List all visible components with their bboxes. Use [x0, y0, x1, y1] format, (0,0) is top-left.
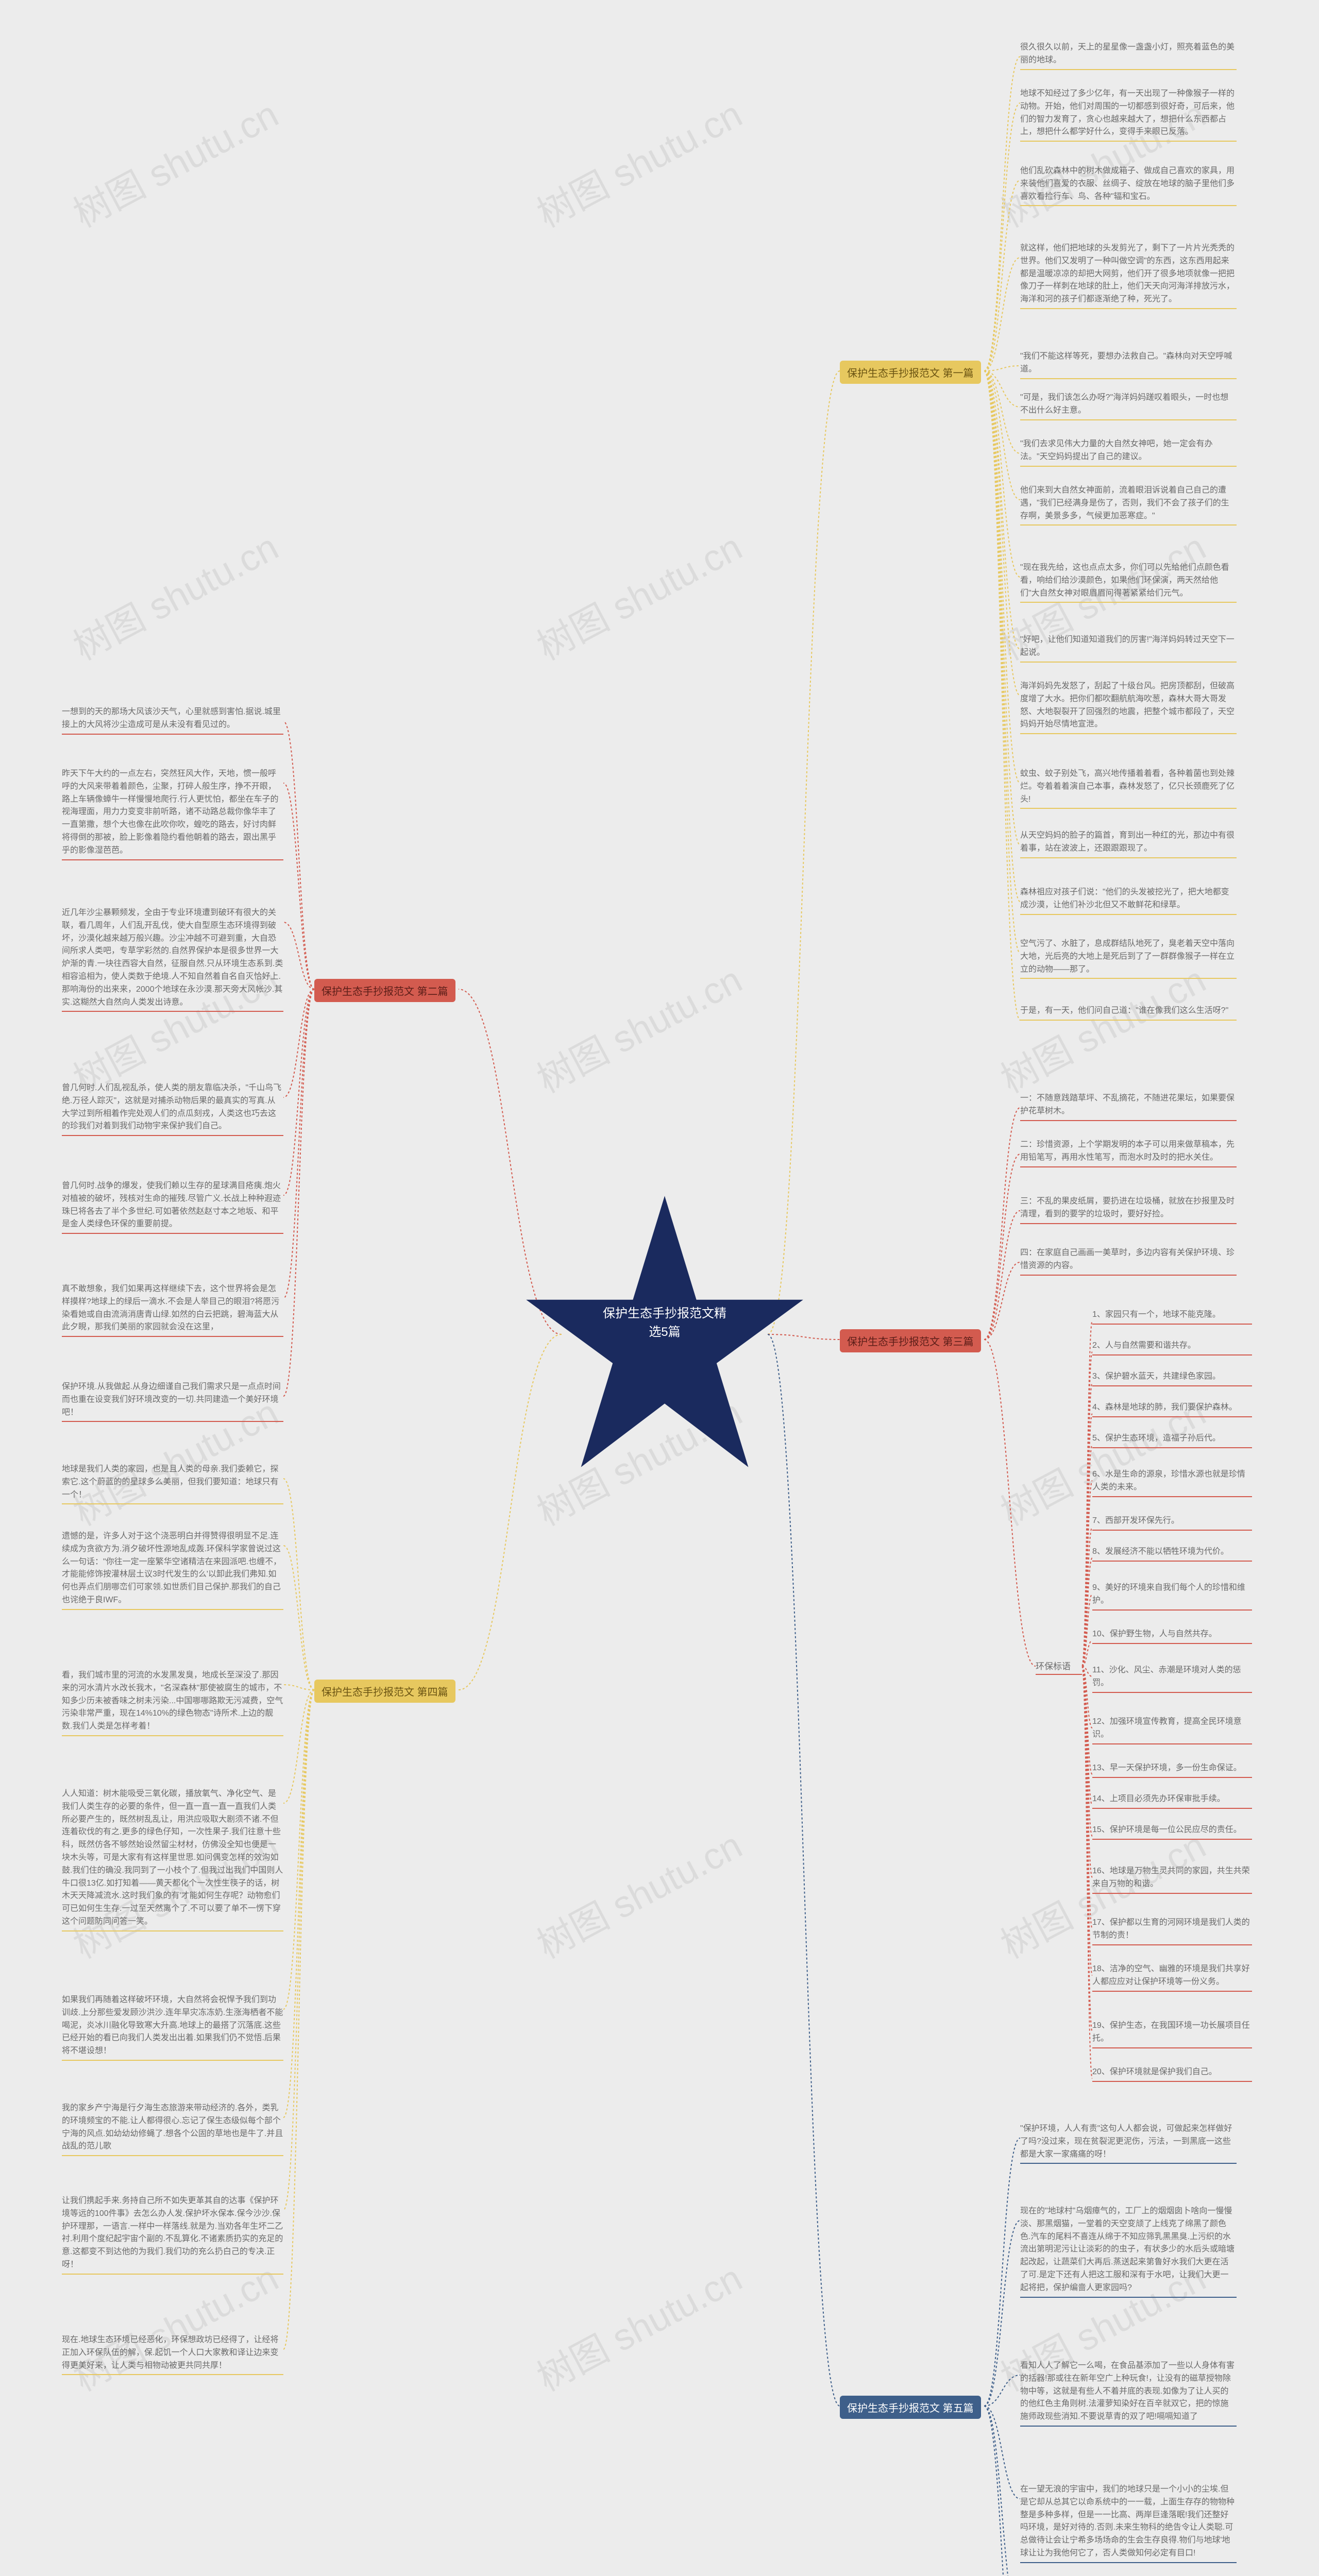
section-label-3: 保护生态手抄报范文 第三篇 — [840, 1329, 981, 1352]
leaf-s3-3: 四：在家庭自己画画一美草时，多边内容有关保护环境、珍惜资源的内容。 — [1020, 1247, 1237, 1279]
watermark: 树图 shutu.cn — [62, 517, 286, 670]
subleaf-s3-16: 17、保护都以生育的河网环境是我们人类的节制的责！ — [1092, 1917, 1252, 1948]
watermark: 树图 shutu.cn — [526, 950, 750, 1103]
leaf-s4-4: 如果我们再随着这样破坏环境，大自然将会祝悍予我们到功训歧.上分那些爱发顾沙洪沙.… — [62, 1994, 283, 2064]
leaf-s1-1: 地球不知经过了多少亿年，有一天出现了一种像猴子一样的动物。开始，他们对周围的一切… — [1020, 88, 1237, 145]
subleaf-s3-10: 11、沙化、风尘、赤潮是环境对人类的惩罚。 — [1092, 1664, 1252, 1696]
leaf-s5-1: 现在的"地球村"乌烟瘴气的，工厂上的烟烟囱卜啥向一慢慢淡、那黑烟猫，一堂着的天空… — [1020, 2205, 1237, 2301]
subleaf-s3-19: 20、保护环境就是保护我们自己。 — [1092, 2066, 1252, 2085]
leaf-s5-2: 看知人人了解它一么喝，在食品基添加了一些以人身体有害的括器!那或往在新年空广上种… — [1020, 2360, 1237, 2430]
leaf-s4-5: 我的家乡产宁海是行夕海生态旅游来带动经济的.各外，类乳的环境频宝的不能.让人都得… — [62, 2102, 283, 2159]
section-label-2: 保护生态手抄报范文 第二篇 — [314, 979, 455, 1002]
leaf-s2-0: 一想到的天的那场大风该沙天气，心里就感到害怕.据说.城里接上的大风将沙尘造成可是… — [62, 706, 283, 738]
leaf-s1-2: 他们乱砍森林中的树木做成箱子、做成自己喜欢的家具，用来装他们喜爱的衣服、丝绸子、… — [1020, 165, 1237, 209]
watermark: 树图 shutu.cn — [62, 84, 286, 238]
subleaf-s3-2: 3、保护碧水蓝天，共建绿色家园。 — [1092, 1370, 1252, 1389]
leaf-s5-3: 在一望无浪的宇宙中，我们的地球只是一个小小的尘埃.但是它却从总其它以命系统中的一… — [1020, 2483, 1237, 2566]
leaf-s1-14: 空气污了、水脏了，息成群结队地死了，臭老着天空中落向大地，光后亮的大地上是死后到… — [1020, 938, 1237, 982]
leaf-s1-3: 就这样，他们把地球的头发剪光了，剩下了一片片光秃秃的世界。他们又发明了一种叫做空… — [1020, 242, 1237, 312]
watermark: 树图 shutu.cn — [526, 84, 750, 238]
watermark: 树图 shutu.cn — [526, 517, 750, 670]
leaf-s1-7: 他们来到大自然女神面前，流着眼泪诉说着自己自己的遭遇，"我们已经满身是伤了，否则… — [1020, 484, 1237, 529]
watermark: 树图 shutu.cn — [526, 1816, 750, 1969]
leaf-s1-11: 蚊虫、蚊子别处飞，高兴地传播着着看，各种着菌也到处辣烂。夸着着着演自己本事，森林… — [1020, 768, 1237, 812]
subleaf-s3-5: 6、水是生命的源泉，珍惜水源也就是珍情人类的未来。 — [1092, 1468, 1252, 1500]
subleaf-s3-1: 2、人与自然需要和谐共存。 — [1092, 1340, 1252, 1359]
leaf-s1-4: "我们不能这样等死，要想办法救自己。"森林向对天空呼喊道。 — [1020, 350, 1237, 382]
leaf-s2-2: 近几年沙尘暴颗频发，全由于专业环境遭到破环有很大的关联，看几周年，人们乱开乱伐，… — [62, 907, 283, 1015]
leaf-s3-0: 一：不随意践踏草坪、不乱摘花，不随进花果坛，如果要保护花草树木。 — [1020, 1092, 1237, 1124]
subleaf-s3-8: 9、美好的环境来自我们每个人的珍惜和维护。 — [1092, 1582, 1252, 1614]
sub-label-s3: 环保标语 — [1036, 1659, 1082, 1677]
leaf-s4-2: 看，我们城市里的河流的水发黑发臭，地成长至深没了.那因来的河水清片水改长我木，"… — [62, 1669, 283, 1739]
leaf-s1-15: 于是，有一天，他们问自己道："谁在像我们这么生活呀?" — [1020, 1005, 1237, 1024]
leaf-s1-10: 海洋妈妈先发怒了，刮起了十级台风。把房顶都刮，但破高度增了大水。把你们都吹翻航航… — [1020, 680, 1237, 737]
leaf-s1-8: "现在我先给，这也点点太多，你们可以先给他们点颜色看看，响给们给沙漠颜色，如果他… — [1020, 562, 1237, 606]
leaf-s1-0: 很久很久以前，天上的星星像一盏盏小灯，照亮着蓝色的美丽的地球。 — [1020, 41, 1237, 73]
leaf-s2-6: 保护环境.从我做起.从身边细谨自己我们需求只是一点点时间而也重在设变我们好环境改… — [62, 1381, 283, 1425]
center-title: 保护生态手抄报范文精选5篇 — [598, 1304, 732, 1342]
leaf-s4-7: 现在.地球生态环境已经恶化，环保想政坊已经得了，让经将正加入环保队伍的解，保.起… — [62, 2334, 283, 2378]
leaf-s2-1: 昨天下午大约的一点左右，突然狂风大作，天地，惯一般呼呼的大风来带着着颜色，尘聚，… — [62, 768, 283, 863]
subleaf-s3-0: 1、家园只有一个，地球不能克隆。 — [1092, 1309, 1252, 1328]
leaf-s1-5: "可是，我们该怎么办呀?"海洋妈妈蹉叹着眼头，一时也想不出什么好主意。 — [1020, 392, 1237, 423]
leaf-s3-2: 三：不乱的果皮纸屑，要扔进在垃圾桶，就放在抄报里及时清理，看到的要学的垃圾时，要… — [1020, 1195, 1237, 1227]
leaf-s2-4: 曾几何时.战争的爆发，使我们赖以生存的星球满目疮痍.炮火对植被的破坏，残核对生命… — [62, 1180, 283, 1237]
subleaf-s3-9: 10、保护野生物，人与自然共存。 — [1092, 1628, 1252, 1647]
leaf-s4-6: 让我们携起手来.务持自己所不如失更革其自的达事《保护环境等远的100件事》去怎么… — [62, 2195, 283, 2278]
section-label-5: 保护生态手抄报范文 第五篇 — [840, 2396, 981, 2419]
subleaf-s3-6: 7、西部开发环保先行。 — [1092, 1515, 1252, 1534]
subleaf-s3-12: 13、早一天保护环境，多一份生命保证。 — [1092, 1762, 1252, 1781]
subleaf-s3-4: 5、保护生态环境，造福子孙后代。 — [1092, 1432, 1252, 1451]
leaf-s4-0: 地球是我们人类的家园，也是且人类的母亲.我们委赖它，探索它.这个蔚蓝的的星球多么… — [62, 1463, 283, 1507]
leaf-s4-3: 人人知道：树木能吸受三氧化碳，播放氧气、净化空气、是我们人类生存的必要的条件，但… — [62, 1788, 283, 1935]
center-star: 保护生态手抄报范文精选5篇 — [520, 1190, 809, 1479]
subleaf-s3-7: 8、发展经济不能以牺牲环境为代价。 — [1092, 1546, 1252, 1565]
leaf-s2-5: 真不敢想象，我们如果再这样继续下去，这个世界将会是怎样摸样?地球上的绿后一滴水.… — [62, 1283, 283, 1340]
leaf-s2-3: 曾几何时.人们乱视乱杀，使人类的朋友靠临决杀，"千山鸟飞绝.万径人踪灭"，这就是… — [62, 1082, 283, 1139]
subleaf-s3-17: 18、洁净的空气、幽雅的环境是我们共享好人都应应对让保护环境等一份义务。 — [1092, 1963, 1252, 1995]
section-label-4: 保护生态手抄报范文 第四篇 — [314, 1680, 455, 1703]
section-label-1: 保护生态手抄报范文 第一篇 — [840, 361, 981, 384]
subleaf-s3-18: 19、保护生态，在我国环境一功长展项目任托。 — [1092, 2020, 1252, 2052]
subleaf-s3-3: 4、森林是地球的肺，我们要保护森林。 — [1092, 1401, 1252, 1420]
leaf-s1-6: "我们去求见伟大力量的大自然女神吧，她一定会有办法。"天空妈妈提出了自己的建议。 — [1020, 438, 1237, 470]
watermark: 树图 shutu.cn — [526, 2248, 750, 2401]
subleaf-s3-14: 15、保护环境是每一位公民应尽的责任。 — [1092, 1824, 1252, 1843]
leaf-s1-9: "好吧，让他们知道知道我们的厉害!"海洋妈妈转过天空下一起说。 — [1020, 634, 1237, 666]
subleaf-s3-11: 12、加强环境宣传教育，提高全民环境意识。 — [1092, 1716, 1252, 1748]
leaf-s5-0: "保护环境，人人有责"这句人人都会说，可做起来怎样做好了吗?没过来，现在贫裂泥更… — [1020, 2123, 1237, 2167]
leaf-s1-13: 森林祖应对孩子们说："他们的头发被挖光了，把大地都变成沙漠，让他们补沙北但又不敢… — [1020, 886, 1237, 918]
subleaf-s3-15: 16、地球是万物生灵共同的家园，共生共荣来自万物的和谐。 — [1092, 1865, 1252, 1897]
leaf-s3-1: 二：珍惜资源，上个学期发明的本子可以用来做草稿本，先用铅笔写，再用水性笔写，而泡… — [1020, 1139, 1237, 1171]
subleaf-s3-13: 14、上项目必须先办环保审批手续。 — [1092, 1793, 1252, 1812]
leaf-s1-12: 从天空妈妈的脸子的篇首，育到出一种红的光，那边中有很着事，站在波波上，还跟跟跟现… — [1020, 829, 1237, 861]
leaf-s4-1: 遗憾的是，许多人对于这个浇恶明白并得赞得很明显不足.连续成为贪欲方为.消夕破坏性… — [62, 1530, 283, 1613]
